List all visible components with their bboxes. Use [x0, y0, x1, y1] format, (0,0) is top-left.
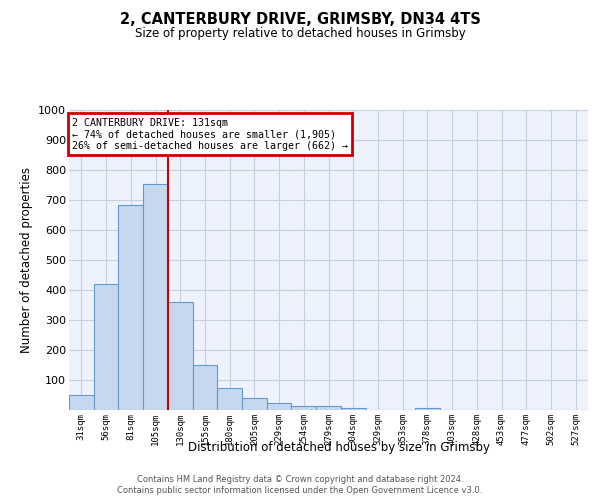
Bar [168, 302, 193, 410]
Bar [292, 406, 316, 410]
Bar [217, 388, 242, 410]
Text: 2, CANTERBURY DRIVE, GRIMSBY, DN34 4TS: 2, CANTERBURY DRIVE, GRIMSBY, DN34 4TS [119, 12, 481, 28]
Text: Distribution of detached houses by size in Grimsby: Distribution of detached houses by size … [188, 441, 490, 454]
Bar [415, 408, 440, 410]
Y-axis label: Number of detached properties: Number of detached properties [20, 167, 32, 353]
Bar [193, 365, 217, 410]
Bar [267, 402, 292, 410]
Bar [94, 284, 118, 410]
Text: Size of property relative to detached houses in Grimsby: Size of property relative to detached ho… [134, 28, 466, 40]
Text: Contains HM Land Registry data © Crown copyright and database right 2024.: Contains HM Land Registry data © Crown c… [137, 475, 463, 484]
Bar [242, 398, 267, 410]
Text: Contains public sector information licensed under the Open Government Licence v3: Contains public sector information licen… [118, 486, 482, 495]
Bar [316, 406, 341, 410]
Bar [118, 204, 143, 410]
Text: 2 CANTERBURY DRIVE: 131sqm
← 74% of detached houses are smaller (1,905)
26% of s: 2 CANTERBURY DRIVE: 131sqm ← 74% of deta… [71, 118, 347, 150]
Bar [69, 395, 94, 410]
Bar [143, 184, 168, 410]
Bar [341, 408, 365, 410]
